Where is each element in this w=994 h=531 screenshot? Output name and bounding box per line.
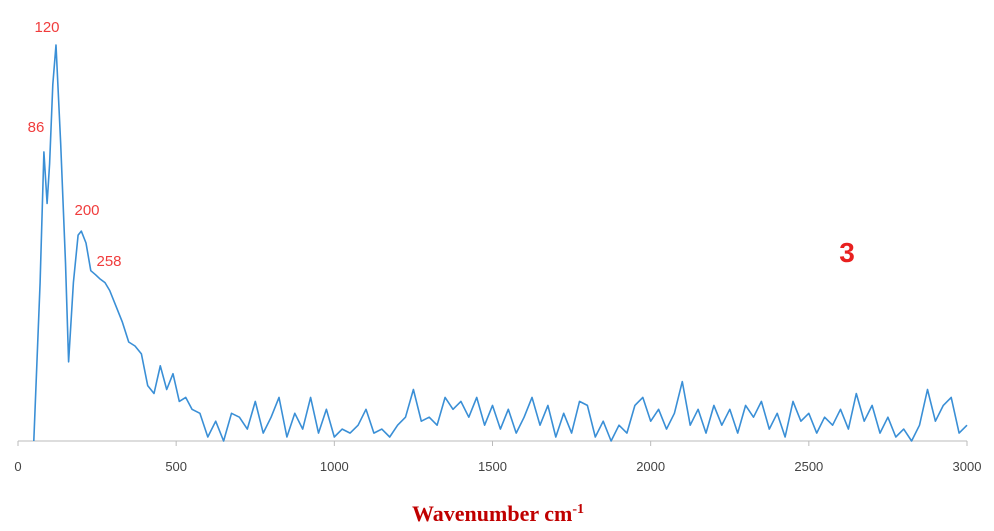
spectrum-line xyxy=(33,44,968,442)
peak-label: 200 xyxy=(74,202,99,219)
x-axis-label-superscript: -1 xyxy=(572,502,584,517)
peak-label: 86 xyxy=(28,119,45,136)
peak-label: 258 xyxy=(96,253,121,270)
x-tick-label: 0 xyxy=(14,459,21,474)
figure-number: 3 xyxy=(839,237,855,268)
x-axis-label-text: Wavenumber cm xyxy=(412,501,572,526)
x-tick-label: 2000 xyxy=(636,459,665,474)
x-tick-label: 3000 xyxy=(953,459,982,474)
x-tick-label: 2500 xyxy=(794,459,823,474)
x-tick-label: 1500 xyxy=(478,459,507,474)
peak-label: 120 xyxy=(34,19,59,36)
x-axis-label: Wavenumber cm-1 xyxy=(412,501,584,526)
x-tick-label: 1000 xyxy=(320,459,349,474)
x-tick-label: 500 xyxy=(165,459,187,474)
